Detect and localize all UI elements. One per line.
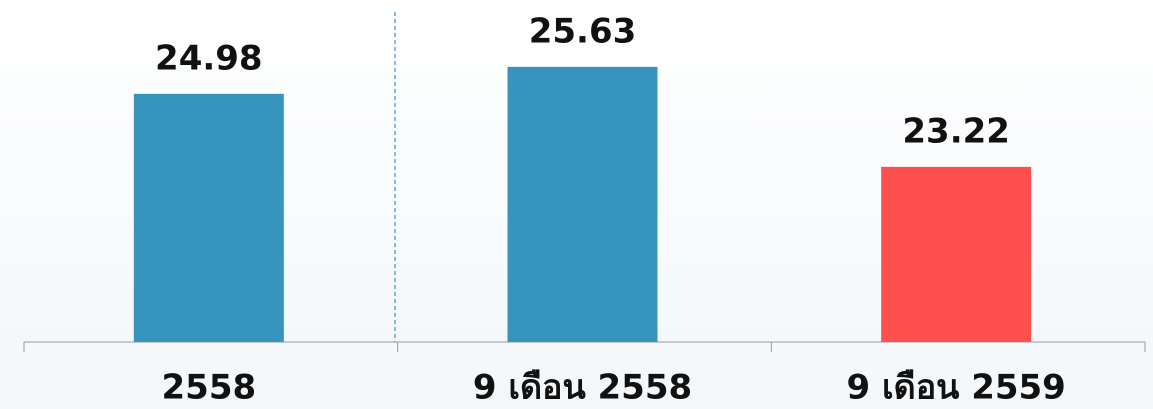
bar bbox=[881, 166, 1032, 342]
x-tick-label: 9 เดือน 2558 bbox=[473, 368, 692, 408]
value-label: 23.22 bbox=[902, 111, 1010, 151]
bar bbox=[507, 66, 658, 342]
x-tick-label: 9 เดือน 2559 bbox=[847, 368, 1066, 408]
value-label: 24.98 bbox=[155, 38, 263, 78]
x-tick-label: 2558 bbox=[162, 368, 257, 408]
bar bbox=[133, 93, 284, 342]
value-label: 25.63 bbox=[529, 11, 637, 51]
